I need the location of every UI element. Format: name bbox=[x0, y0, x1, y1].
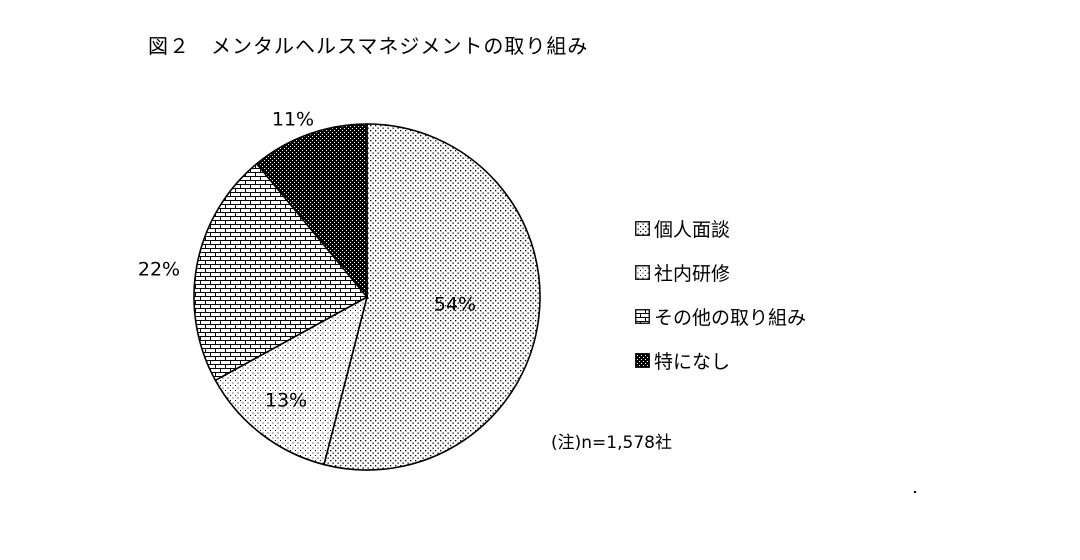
data-label-2: 13% bbox=[265, 390, 307, 412]
legend-item-2: 社内研修 bbox=[635, 250, 806, 294]
legend-swatch-1 bbox=[635, 220, 650, 236]
legend-item-4: 特になし bbox=[635, 338, 806, 382]
legend-label-3: その他の取り組み bbox=[654, 306, 807, 329]
chart-title: 図２ メンタルヘルスマネジメントの取り組み bbox=[148, 34, 589, 58]
data-label-1: 54% bbox=[434, 294, 476, 316]
legend-label-2: 社内研修 bbox=[654, 262, 731, 285]
data-label-3: 22% bbox=[138, 259, 180, 281]
legend: 個人面談社内研修その他の取り組み 特になし bbox=[635, 206, 806, 382]
legend-label-4: 特になし bbox=[654, 350, 731, 373]
legend-swatch-4 bbox=[635, 352, 650, 368]
legend-label-1: 個人面談 bbox=[654, 218, 731, 241]
legend-swatch-2 bbox=[635, 264, 650, 280]
sample-size-note: (注)n=1,578社 bbox=[551, 433, 672, 453]
legend-item-3: その他の取り組み bbox=[635, 294, 806, 338]
pie-slice-1 bbox=[323, 123, 541, 471]
pie-slice-4 bbox=[255, 123, 368, 300]
pie-slice-2 bbox=[214, 295, 369, 466]
legend-swatch-3 bbox=[635, 308, 650, 324]
legend-item-1: 個人面談 bbox=[635, 206, 806, 250]
stray-dot bbox=[914, 491, 916, 493]
pie-slice-3 bbox=[193, 162, 369, 382]
data-label-4: 11% bbox=[272, 109, 314, 131]
